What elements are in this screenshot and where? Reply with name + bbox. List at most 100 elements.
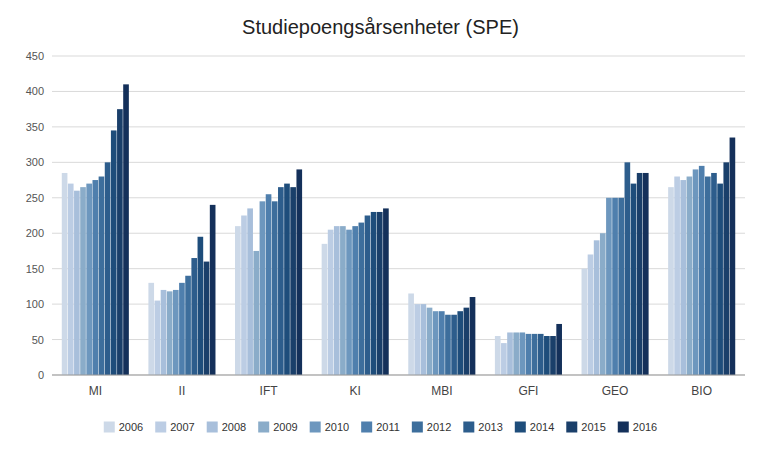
bar-series — [68, 177, 680, 375]
bar — [328, 230, 334, 375]
bar — [198, 237, 204, 375]
bar — [383, 208, 389, 375]
bar — [433, 311, 439, 375]
y-tick-label: 50 — [32, 334, 44, 346]
bar — [278, 187, 284, 375]
legend-swatch — [104, 422, 115, 433]
x-axis-line — [52, 375, 745, 376]
bar — [322, 244, 328, 375]
bar — [606, 198, 612, 375]
bar — [253, 251, 259, 375]
grid-line — [52, 375, 745, 376]
x-tick-label: KI — [350, 384, 361, 398]
bar — [526, 334, 532, 375]
x-tick-label: GEO — [602, 384, 629, 398]
legend-label: 2013 — [478, 421, 502, 433]
bar — [643, 173, 649, 375]
bar — [99, 177, 105, 375]
bar — [167, 291, 173, 375]
bar — [241, 216, 247, 376]
legend-swatch — [618, 422, 629, 433]
bar — [457, 311, 463, 375]
legend-label: 2016 — [633, 421, 657, 433]
y-tick-label: 450 — [26, 50, 44, 62]
legend-label: 2006 — [119, 421, 143, 433]
bar — [439, 311, 445, 375]
bar — [464, 308, 470, 375]
bar — [111, 130, 117, 375]
bar — [538, 334, 544, 375]
y-tick-label: 250 — [26, 192, 44, 204]
chart-container: Studiepoengsårsenheter (SPE)050100150200… — [0, 0, 761, 453]
legend-label: 2010 — [325, 421, 349, 433]
bar-series — [99, 177, 711, 375]
bar — [155, 301, 161, 375]
x-tick-label: GFI — [518, 384, 538, 398]
grid-line — [52, 126, 745, 127]
bar — [359, 223, 365, 375]
bar — [451, 315, 457, 375]
bar — [637, 173, 643, 375]
bar — [185, 276, 191, 375]
legend-label: 2014 — [530, 421, 554, 433]
legend: 2006200720082009201020112012201320142015… — [104, 421, 658, 433]
bar — [631, 184, 637, 375]
bar — [705, 177, 711, 375]
bar — [247, 208, 253, 375]
bar — [618, 198, 624, 375]
bar — [687, 177, 693, 375]
bar — [501, 343, 507, 375]
bar — [346, 230, 352, 375]
bar — [730, 138, 736, 375]
legend-swatch — [310, 422, 321, 433]
bar — [266, 194, 272, 375]
chart-title: Studiepoengsårsenheter (SPE) — [242, 16, 519, 38]
bar — [235, 226, 241, 375]
bar — [123, 84, 129, 375]
bar — [668, 187, 674, 375]
bar — [210, 205, 216, 375]
y-tick-label: 100 — [26, 298, 44, 310]
bar — [625, 162, 631, 375]
grid-line — [52, 56, 745, 57]
bar — [470, 297, 476, 375]
legend-swatch — [155, 422, 166, 433]
legend-label: 2007 — [170, 421, 194, 433]
legend-swatch — [412, 422, 423, 433]
bar-series — [74, 180, 686, 375]
bar — [550, 336, 556, 375]
bar — [117, 109, 123, 375]
legend-swatch — [515, 422, 526, 433]
bar — [699, 166, 705, 375]
x-tick-label: MBI — [431, 384, 452, 398]
bar-series — [80, 177, 692, 375]
bar — [296, 169, 302, 375]
bar — [352, 226, 358, 375]
bar — [519, 332, 525, 375]
bar — [334, 226, 340, 375]
y-tick-label: 400 — [26, 85, 44, 97]
bar — [693, 169, 699, 375]
bar-series — [86, 169, 698, 375]
x-tick-label: MI — [89, 384, 102, 398]
bar — [290, 187, 296, 375]
bar — [272, 201, 278, 375]
bars — [62, 84, 735, 375]
legend-label: 2008 — [222, 421, 246, 433]
bar — [68, 184, 74, 375]
bar — [674, 177, 680, 375]
y-tick-label: 300 — [26, 156, 44, 168]
bar — [260, 201, 266, 375]
bar-series — [117, 109, 729, 375]
legend-swatch — [566, 422, 577, 433]
x-tick-label: II — [179, 384, 186, 398]
bar — [612, 198, 618, 375]
bar — [532, 334, 538, 375]
y-axis: 050100150200250300350400450 — [26, 50, 745, 381]
bar — [62, 173, 68, 375]
bar — [445, 315, 451, 375]
y-tick-label: 0 — [38, 369, 44, 381]
bar — [414, 304, 420, 375]
bar — [717, 184, 723, 375]
bar — [513, 332, 519, 375]
